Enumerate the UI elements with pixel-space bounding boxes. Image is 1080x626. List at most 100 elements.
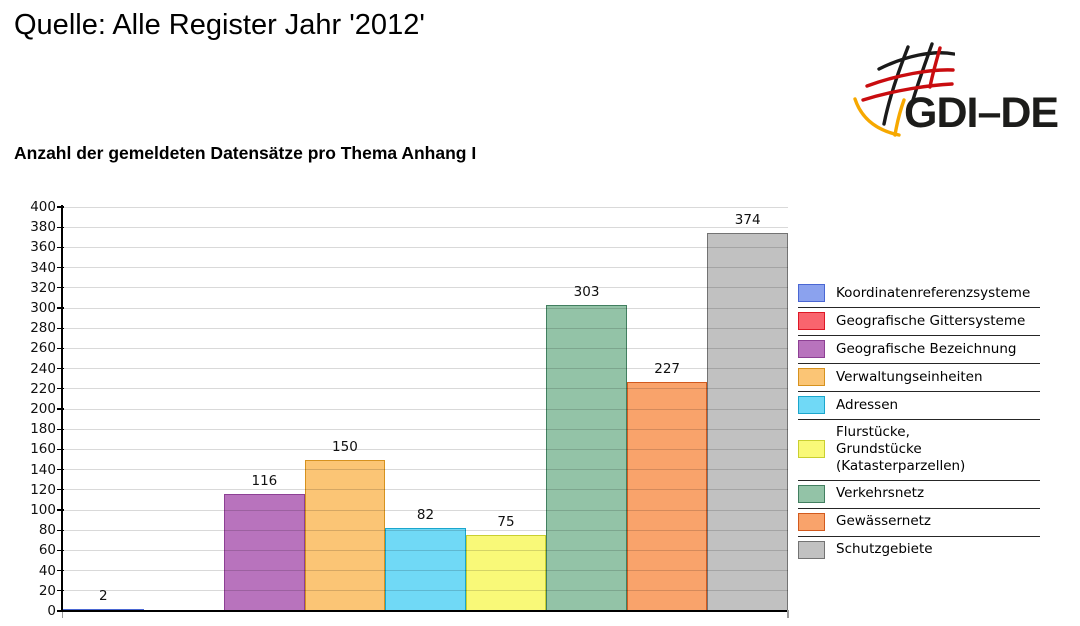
gridline-340 — [62, 267, 788, 269]
y-tick-220 — [57, 388, 64, 390]
legend-swatch-verkehrsnetz — [798, 484, 825, 503]
x-axis-line — [59, 610, 789, 612]
bar-schutzgebiete — [707, 233, 788, 611]
legend-label-adressen: Adressen — [836, 396, 899, 413]
legend-swatch-verwaltungseinheiten — [798, 368, 825, 386]
y-tick-160 — [57, 448, 64, 450]
legend-label-geografische-gittersysteme: Geografische Gittersysteme — [836, 312, 1026, 329]
y-tick-80 — [57, 529, 64, 531]
legend-swatch-adressen — [798, 396, 825, 414]
y-tick-400 — [57, 206, 64, 208]
gdi-de-logo: GDI–DE — [853, 42, 1073, 142]
legend-swatch-geografische-bezeichnung — [798, 340, 825, 358]
y-tick-label-360: 360 — [30, 239, 56, 256]
y-tick-label-400: 400 — [30, 199, 56, 215]
page-title: Quelle: Alle Register Jahr '2012' — [14, 9, 425, 41]
bar-gew-ssernetz — [626, 381, 708, 611]
legend-label-koordinatenreferenzsysteme: Koordinatenreferenzsysteme — [836, 284, 1031, 301]
legend-label-verkehrsnetz: Verkehrsnetz — [836, 485, 925, 502]
y-tick-label-180: 180 — [30, 421, 56, 438]
y-tick-label-120: 120 — [30, 481, 56, 498]
legend-item-adressen: Adressen — [798, 392, 1040, 420]
y-tick-140 — [57, 469, 64, 471]
gridline-320 — [62, 287, 788, 289]
y-tick-20 — [57, 590, 64, 592]
y-axis-line — [61, 205, 63, 611]
bar-geografische-bezeichnung — [224, 493, 305, 611]
y-tick-120 — [57, 489, 64, 491]
y-tick-label-300: 300 — [30, 300, 56, 316]
bar-flurst-cke-grundst-cke-katasterparzellen — [465, 535, 547, 611]
y-tick-label-140: 140 — [30, 461, 56, 478]
legend-swatch-koordinatenreferenzsysteme — [798, 284, 825, 302]
y-tick-label-40: 40 — [38, 562, 56, 579]
chart-heading: Anzahl der gemeldeten Datensätze pro The… — [14, 143, 477, 163]
x-axis-right-end-tick — [787, 610, 789, 618]
legend-swatch-schutzgebiete — [798, 540, 825, 559]
y-tick-280 — [57, 327, 64, 329]
bar-verwaltungseinheiten — [304, 459, 386, 611]
legend-item-verkehrsnetz: Verkehrsnetz — [798, 481, 1040, 509]
bar-value-label-gew-ssernetz: 227 — [654, 360, 681, 377]
y-tick-label-280: 280 — [30, 320, 56, 337]
y-tick-40 — [57, 570, 64, 572]
y-tick-200 — [57, 408, 64, 410]
gdi-de-logo-text: GDI–DE — [904, 89, 1059, 137]
legend-item-koordinatenreferenzsysteme: Koordinatenreferenzsysteme — [798, 280, 1040, 308]
legend-label-gew-ssernetz: Gewässernetz — [836, 513, 932, 530]
gridline-400 — [62, 206, 788, 208]
x-axis-left-end-tick — [61, 610, 63, 618]
legend-item-flurst-cke-grundst-cke-katasterparzellen: Flurstücke, Grundstücke (Katasterparzell… — [798, 420, 1040, 481]
y-tick-240 — [57, 368, 64, 370]
legend-swatch-geografische-gittersysteme — [798, 312, 825, 330]
bar-value-label-verkehrsnetz: 303 — [573, 283, 600, 300]
gridline-300 — [62, 307, 788, 309]
y-tick-100 — [57, 509, 64, 511]
bar-chart: 0 20 40 60 80 100 120 140 160 180 200 220 240 260 280 3… — [0, 195, 1080, 626]
bar-adressen — [385, 528, 466, 611]
y-tick-label-200: 200 — [30, 401, 56, 417]
y-tick-label-0: 0 — [47, 603, 56, 619]
y-tick-label-340: 340 — [30, 259, 56, 276]
y-tick-320 — [57, 287, 64, 289]
chart-legend: Koordinatenreferenzsysteme Geografische G… — [798, 280, 1040, 564]
gdi-de-logo-mark — [853, 42, 955, 137]
y-tick-label-220: 220 — [30, 380, 56, 397]
y-tick-300 — [57, 307, 64, 309]
y-tick-label-260: 260 — [30, 340, 56, 357]
y-tick-0 — [57, 610, 64, 612]
y-tick-180 — [57, 428, 64, 430]
bar-verkehrsnetz — [546, 304, 627, 611]
legend-item-geografische-gittersysteme: Geografische Gittersysteme — [798, 308, 1040, 336]
legend-label-schutzgebiete: Schutzgebiete — [836, 541, 933, 558]
y-tick-label-100: 100 — [30, 502, 56, 518]
legend-item-schutzgebiete: Schutzgebiete — [798, 537, 1040, 564]
bar-value-label-geografische-bezeichnung: 116 — [251, 472, 278, 489]
y-tick-260 — [57, 347, 64, 349]
y-tick-label-80: 80 — [38, 522, 56, 539]
bar-value-label-flurst-cke-grundst-cke-katasterparzellen: 75 — [497, 514, 515, 531]
gridline-360 — [62, 246, 788, 248]
y-tick-label-160: 160 — [30, 441, 56, 458]
y-tick-340 — [57, 267, 64, 269]
y-tick-380 — [57, 226, 64, 228]
bar-value-label-verwaltungseinheiten: 150 — [332, 438, 358, 455]
gridline-280 — [62, 327, 788, 329]
y-tick-label-60: 60 — [38, 542, 56, 559]
legend-item-verwaltungseinheiten: Verwaltungseinheiten — [798, 364, 1040, 392]
y-tick-label-320: 320 — [30, 279, 56, 296]
y-tick-label-20: 20 — [38, 582, 56, 599]
y-tick-label-380: 380 — [30, 219, 56, 236]
bar-value-label-schutzgebiete: 374 — [734, 212, 761, 229]
gridline-260 — [62, 347, 788, 349]
plot-area: 2 116 150 82 75 303 227 374 — [62, 206, 788, 611]
gridline-380 — [62, 226, 788, 228]
y-tick-360 — [57, 246, 64, 248]
legend-swatch-flurst-cke-grundst-cke-katasterparzellen — [798, 440, 825, 459]
legend-label-verwaltungseinheiten: Verwaltungseinheiten — [836, 368, 983, 385]
bar-value-label-adressen: 82 — [416, 507, 435, 524]
legend-swatch-gew-ssernetz — [798, 512, 825, 531]
y-tick-label-240: 240 — [30, 360, 56, 377]
legend-label-flurst-cke-grundst-cke-katasterparzellen: Flurstücke, Grundstücke (Katasterparzell… — [836, 424, 966, 474]
